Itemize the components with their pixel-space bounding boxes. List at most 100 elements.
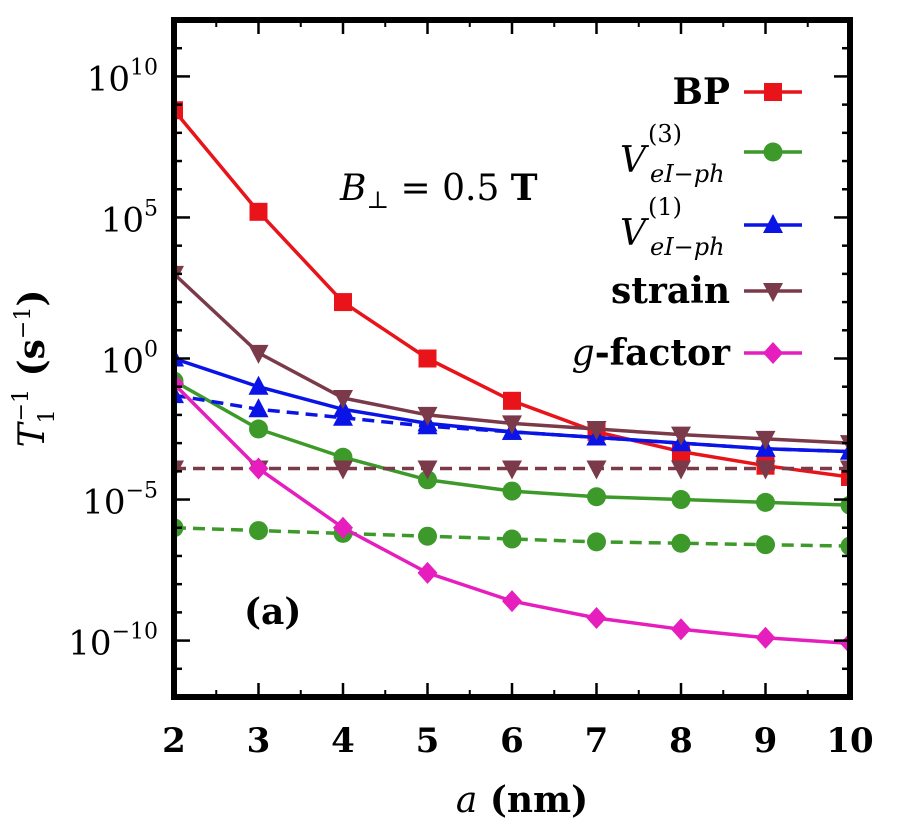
x-tick-label: 5 bbox=[416, 721, 440, 761]
x-tick-label: 6 bbox=[500, 721, 524, 761]
data-point bbox=[174, 101, 183, 120]
y-tick-label: 105 bbox=[101, 196, 158, 240]
y-tick-label: 100 bbox=[101, 338, 158, 382]
x-tick-label: 8 bbox=[669, 721, 693, 761]
y-tick-base: 10−5 bbox=[82, 479, 158, 523]
legend-entry-3: strain bbox=[611, 270, 802, 312]
legend-swatch-marker bbox=[763, 214, 783, 233]
y-tick-base: 105 bbox=[101, 196, 158, 240]
data-point bbox=[586, 460, 607, 480]
y-tick-base-text: 10 bbox=[101, 342, 144, 382]
legend-entry-2: V(1) eI−ph bbox=[620, 193, 802, 261]
data-point bbox=[417, 460, 438, 480]
data-point bbox=[587, 487, 606, 507]
legend-label: strain bbox=[611, 270, 730, 312]
data-point bbox=[502, 529, 522, 549]
data-point bbox=[586, 607, 607, 630]
y-tick-exponent: 5 bbox=[144, 196, 158, 221]
y-axis-title: T1−1 (s−1) bbox=[9, 290, 60, 448]
series-layer bbox=[174, 101, 850, 655]
data-point bbox=[755, 430, 776, 450]
x-tick-label: 2 bbox=[162, 721, 186, 761]
data-point bbox=[418, 470, 437, 490]
y-tick-exponent: −5 bbox=[126, 479, 158, 504]
data-point bbox=[249, 419, 268, 439]
field-annotation-unit: T bbox=[511, 167, 538, 209]
annotations: B⊥ = 0.5 T (a) bbox=[244, 167, 538, 633]
data-point bbox=[333, 460, 353, 480]
legend-label-sup: (1) bbox=[648, 193, 682, 221]
x-tick-label: 7 bbox=[585, 721, 609, 761]
x-axis-title-unit: (nm) bbox=[477, 779, 588, 821]
y-tick-base-text: 10 bbox=[101, 200, 144, 240]
data-point bbox=[841, 467, 850, 486]
y-tick-label: 10−10 bbox=[68, 620, 158, 664]
field-annotation-value: = 0.5 bbox=[389, 168, 511, 209]
series-v-ei-ph-3- bbox=[174, 371, 850, 515]
data-point bbox=[248, 344, 269, 364]
y-axis-title-unit: (s bbox=[11, 339, 53, 389]
legend-entry-0: BP bbox=[673, 71, 802, 113]
data-point bbox=[503, 391, 521, 410]
data-point bbox=[417, 561, 438, 584]
legend-entry-1: V(3) eI−ph bbox=[620, 120, 802, 188]
field-annotation-sub: ⊥ bbox=[366, 186, 389, 214]
y-axis-title-sub: 1 bbox=[35, 409, 60, 423]
legend-label-sub: eI−ph bbox=[650, 160, 725, 188]
series-unnamed-2 bbox=[174, 518, 850, 556]
data-point bbox=[756, 535, 775, 555]
data-point bbox=[671, 490, 691, 510]
data-point bbox=[502, 590, 522, 613]
x-axis-title-var: a bbox=[456, 780, 477, 821]
data-point bbox=[671, 426, 691, 446]
y-tick-label: 1010 bbox=[87, 55, 158, 99]
panel-label: (a) bbox=[244, 591, 301, 633]
data-point bbox=[418, 349, 437, 368]
x-tick-label: 4 bbox=[331, 721, 355, 761]
data-point bbox=[502, 460, 522, 480]
data-point bbox=[333, 389, 353, 409]
data-point bbox=[418, 526, 437, 546]
y-axis-title-sup: −1 bbox=[9, 389, 34, 421]
data-point bbox=[671, 618, 691, 641]
data-point bbox=[756, 492, 775, 512]
data-point bbox=[502, 481, 522, 501]
data-point bbox=[249, 521, 268, 541]
x-tick-label: 3 bbox=[247, 721, 271, 761]
y-tick-exponent: 10 bbox=[130, 55, 158, 80]
y-axis-title-close: ) bbox=[11, 290, 53, 307]
y-tick-exponent: 0 bbox=[144, 338, 158, 363]
data-point bbox=[586, 421, 607, 441]
field-annotation: B⊥ = 0.5 T bbox=[339, 167, 538, 214]
legend-label: V(1) eI−ph bbox=[620, 193, 725, 261]
x-tick-label: 10 bbox=[826, 721, 873, 761]
legend-swatch-marker bbox=[763, 142, 783, 162]
series-g-factor bbox=[174, 372, 850, 655]
data-point bbox=[417, 406, 438, 426]
data-point bbox=[587, 532, 606, 552]
data-point bbox=[333, 516, 353, 539]
y-tick-base-text: 10 bbox=[82, 483, 125, 523]
x-axis-title: a (nm) bbox=[456, 779, 588, 821]
y-tick-base-text: 10 bbox=[87, 59, 130, 99]
y-tick-base-text: 10 bbox=[68, 624, 111, 664]
legend-swatch-marker bbox=[763, 283, 783, 302]
legend-entry-4: g-factor bbox=[572, 332, 802, 374]
legend-label-rest: -factor bbox=[595, 332, 731, 374]
legend-label: BP bbox=[673, 71, 731, 113]
legend-label-symbol: V bbox=[620, 213, 650, 254]
series-strain bbox=[174, 265, 850, 455]
field-annotation-symbol: B bbox=[339, 168, 366, 209]
y-tick-base: 10−10 bbox=[68, 620, 158, 664]
data-point bbox=[248, 457, 269, 480]
y-axis-title-unit-sup: −1 bbox=[11, 307, 36, 339]
data-point bbox=[248, 398, 269, 418]
x-tick-label: 9 bbox=[754, 721, 778, 761]
data-point bbox=[502, 415, 522, 435]
data-point bbox=[333, 406, 353, 426]
data-point bbox=[334, 293, 352, 312]
